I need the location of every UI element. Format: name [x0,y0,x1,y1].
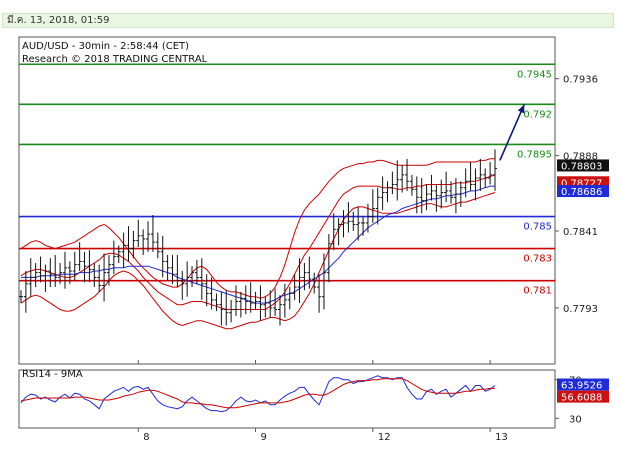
price-tag-label: 0.78727 [561,178,602,189]
rsi-tag [557,378,609,391]
x-tick-label: 12 [378,432,391,443]
level-label: 0.781 [523,286,552,297]
price-tag-label: 0.78686 [561,187,602,198]
forecast-arrow-head [517,104,525,114]
rsi-plot-frame [18,369,556,429]
price-tag [557,185,609,198]
top-bar: มี.ค. 13, 2018, 01:59 [0,0,621,29]
chart-title: AUD/USD - 30min - 2:58:44 (CET) [22,41,189,52]
rsi-line [20,375,496,413]
chart-subtitle: Research © 2018 TRADING CENTRAL [22,54,208,65]
forecast-arrow [499,104,526,161]
level-label: 0.792 [523,109,552,120]
date-bar: มี.ค. 13, 2018, 01:59 [2,13,614,28]
series-line [20,158,495,299]
rsi-tag [557,390,609,403]
x-tick-label: 8 [143,432,149,443]
x-tick-label: 13 [495,432,508,443]
price-tag [557,159,609,172]
rsi-tag-label: 63.9526 [561,381,602,392]
y-tick-label: 0.7888 [563,152,598,163]
series-line [20,174,496,310]
main-plot-frame [18,36,556,365]
y-tick-label: 0.7793 [563,304,598,315]
price-tag-label: 0.78803 [561,161,602,172]
level-label: 0.783 [523,254,552,265]
level-label: 0.785 [523,222,552,233]
x-tick-label: 9 [261,432,267,443]
rsi-ma-line [20,378,495,409]
rsi-title: RSI14 - 9MA [22,369,83,380]
rsi-y-tick-label: 30 [569,414,582,425]
rsi-tag-label: 56.6088 [561,393,602,404]
y-tick-label: 0.7936 [563,75,598,86]
timestamp-label: มี.ค. 13, 2018, 01:59 [7,15,110,26]
level-label: 0.7945 [517,69,552,80]
level-label: 0.7895 [517,149,552,160]
series-line [21,185,495,304]
y-tick-label: 0.7841 [563,227,598,238]
series-line [20,192,496,330]
